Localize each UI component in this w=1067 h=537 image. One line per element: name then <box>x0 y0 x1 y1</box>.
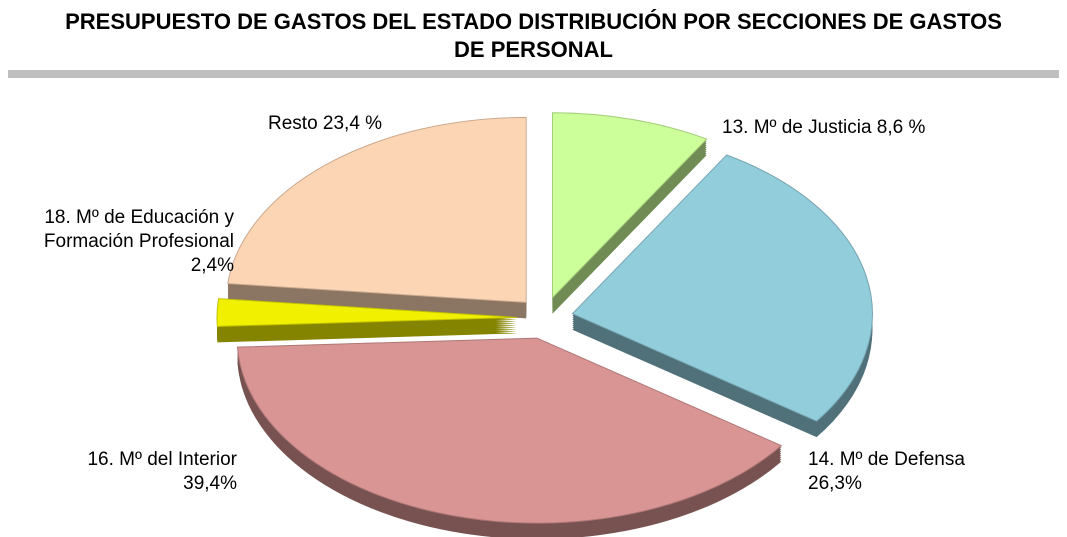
title-rule <box>8 70 1059 78</box>
category-name: 16. Mº del Interior <box>87 449 237 470</box>
slice <box>216 298 518 327</box>
slice <box>571 154 873 422</box>
slice-label: Resto 23,4 % <box>268 112 382 136</box>
category-name: 13. Mº de Justicia <box>722 117 872 138</box>
slice-label: 14. Mº de Defensa 26,3% <box>808 448 965 496</box>
value-label: 8,6 % <box>876 117 926 138</box>
slice <box>551 112 708 299</box>
category-name: Resto <box>268 113 318 134</box>
slice-label: 13. Mº de Justicia 8,6 % <box>722 116 925 140</box>
slice <box>236 337 783 524</box>
slice-label: 16. Mº del Interior 39,4% <box>20 448 237 496</box>
value-label: 2,4% <box>190 255 234 276</box>
value-label: 26,3% <box>808 473 862 494</box>
value-label: 39,4% <box>183 473 237 494</box>
value-label: 23,4 % <box>322 113 383 134</box>
slice <box>227 116 527 303</box>
chart-title: PRESUPUESTO DE GASTOS DEL ESTADO DISTRIB… <box>65 9 1002 62</box>
slice-label: 18. Mº de Educación y Formación Profesio… <box>2 206 234 278</box>
category-name: 14. Mº de Defensa <box>808 449 965 470</box>
category-name: 18. Mº de Educación y Formación Profesio… <box>43 207 234 252</box>
